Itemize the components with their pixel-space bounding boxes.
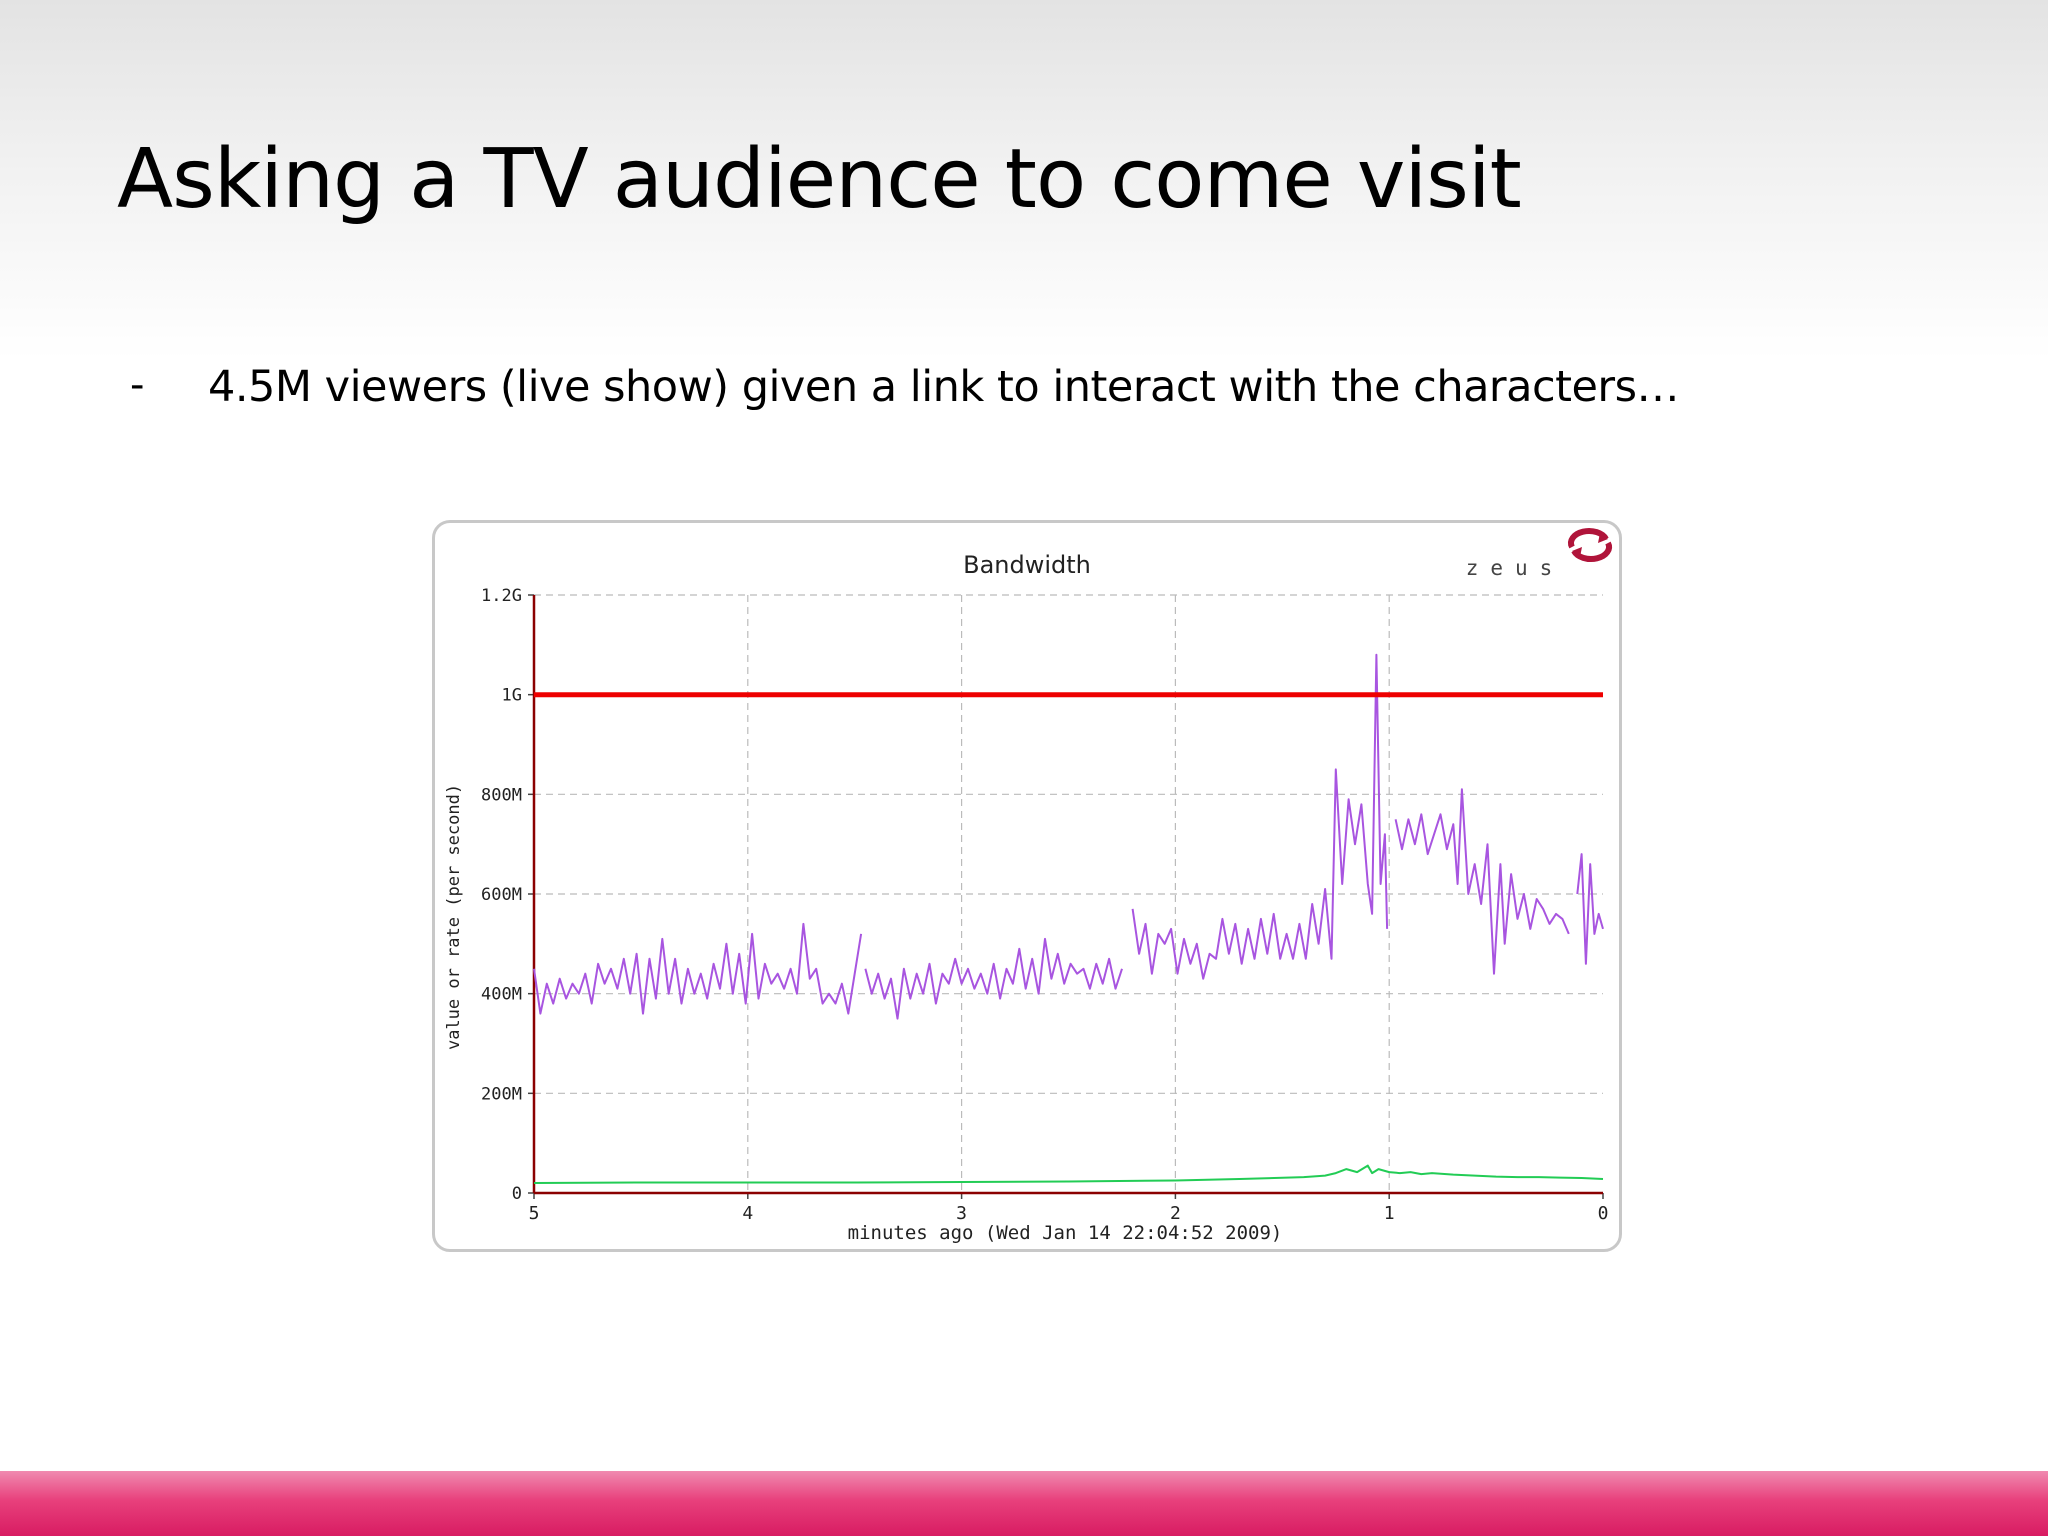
zeus-logo-icon (1567, 528, 1613, 562)
series-0-segment (533, 922, 863, 1015)
slide-header-background (0, 0, 2048, 360)
series-0-segment (1131, 653, 1389, 980)
bandwidth-chart-frame: 0 200M 400M 600M 800M 1G 1.2G 5 4 3 2 1 0 Bandwidth … (432, 520, 1622, 1252)
x-tick-label: 3 (956, 1203, 967, 1224)
bullet-text: 4.5M viewers (live show) given a link to… (208, 362, 1680, 412)
slide-title: Asking a TV audience to come visit (117, 132, 1522, 227)
slide-footer-bar (0, 1471, 2048, 1536)
chart-series (533, 653, 1604, 1184)
zeus-brand-text: zeus (1466, 556, 1565, 580)
x-tick-label: 4 (742, 1203, 753, 1224)
y-tick-label: 0 (512, 1184, 522, 1204)
chart-title: Bandwidth (963, 551, 1091, 579)
x-tick-label: 2 (1170, 1203, 1181, 1224)
x-axis-label: minutes ago (Wed Jan 14 22:04:52 2009) (848, 1222, 1283, 1244)
y-tick-label: 800M (481, 785, 522, 805)
bullet-marker: - (130, 362, 145, 408)
series-0-segment (1576, 853, 1604, 965)
y-tick-label: 200M (481, 1084, 522, 1104)
y-axis-label: value or rate (per second) (444, 784, 464, 1050)
chart-axes: 0 200M 400M 600M 800M 1G 1.2G 5 4 3 2 1 0 (481, 586, 1608, 1224)
x-tick-label: 0 (1598, 1203, 1609, 1224)
chart-grid (534, 594, 1603, 1193)
x-tick-label: 1 (1384, 1203, 1395, 1224)
y-tick-label: 400M (481, 985, 522, 1005)
y-tick-label: 1G (502, 686, 522, 706)
y-tick-label: 600M (481, 885, 522, 905)
series-0-segment (864, 937, 1123, 1020)
series-0-segment (1394, 788, 1570, 975)
y-tick-label: 1.2G (481, 586, 522, 606)
x-tick-label: 5 (529, 1203, 540, 1224)
series-1-segment (533, 1164, 1604, 1184)
